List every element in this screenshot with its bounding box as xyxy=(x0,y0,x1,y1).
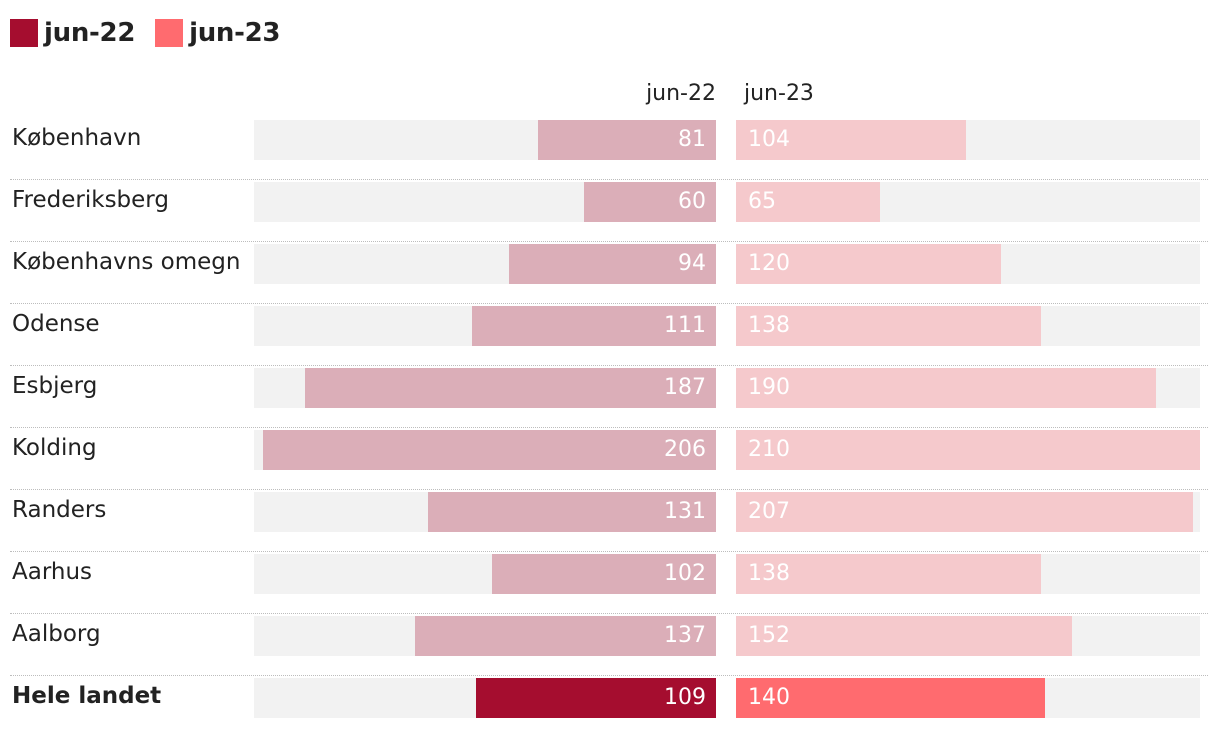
data-label-jun-22: 111 xyxy=(664,313,706,338)
bar-track-jun-22: 109 xyxy=(254,678,716,718)
data-label-jun-22: 60 xyxy=(678,189,706,214)
data-label-jun-23: 120 xyxy=(748,251,790,276)
row-divider xyxy=(10,303,1208,304)
bar-track-jun-22: 206 xyxy=(254,430,716,470)
category-label: Aarhus xyxy=(12,559,93,585)
data-label-jun-23: 138 xyxy=(748,561,790,586)
legend-item-jun-23: jun-23 xyxy=(155,18,281,48)
bar-track-jun-23: 138 xyxy=(736,554,1200,594)
legend-swatch-jun-23 xyxy=(155,19,184,47)
bar-track-jun-22: 111 xyxy=(254,306,716,346)
chart-row-kolding: Kolding 206 210 xyxy=(0,428,1220,490)
chart-row-kobenhavn: København 81 104 xyxy=(0,118,1220,180)
bar-jun-22-odense: 111 xyxy=(472,306,716,346)
column-header-jun-22: jun-22 xyxy=(646,81,716,106)
bar-jun-22-randers: 131 xyxy=(428,492,716,532)
bar-jun-23-randers: 207 xyxy=(736,492,1193,532)
data-label-jun-23: 152 xyxy=(748,623,790,648)
bar-jun-22-kolding: 206 xyxy=(263,430,716,470)
category-label: Frederiksberg xyxy=(12,187,169,213)
category-label: Aalborg xyxy=(12,621,101,647)
chart-row-aarhus: Aarhus 102 138 xyxy=(0,552,1220,614)
data-label-jun-22: 137 xyxy=(664,623,706,648)
bar-track-jun-23: 120 xyxy=(736,244,1200,284)
row-divider xyxy=(10,551,1208,552)
data-label-jun-23: 140 xyxy=(748,685,790,710)
legend-swatch-jun-22 xyxy=(10,19,38,47)
row-divider xyxy=(10,675,1208,676)
bar-track-jun-23: 152 xyxy=(736,616,1200,656)
data-label-jun-22: 187 xyxy=(664,375,706,400)
bar-track-jun-23: 210 xyxy=(736,430,1200,470)
row-divider xyxy=(10,241,1208,242)
legend-item-jun-22: jun-22 xyxy=(10,18,135,48)
bar-jun-22-kobenhavn: 81 xyxy=(538,120,716,160)
row-divider xyxy=(10,179,1208,180)
bar-track-jun-23: 138 xyxy=(736,306,1200,346)
data-label-jun-22: 102 xyxy=(664,561,706,586)
legend-label-jun-22: jun-22 xyxy=(44,18,136,48)
legend: jun-22 jun-23 xyxy=(10,16,300,50)
bar-jun-22-aalborg: 137 xyxy=(415,616,716,656)
bar-jun-23-hele-landet: 140 xyxy=(736,678,1045,718)
row-divider xyxy=(10,613,1208,614)
bar-jun-23-odense: 138 xyxy=(736,306,1041,346)
bar-track-jun-22: 137 xyxy=(254,616,716,656)
bar-jun-22-aarhus: 102 xyxy=(492,554,716,594)
data-label-jun-22: 131 xyxy=(664,499,706,524)
bar-jun-22-esbjerg: 187 xyxy=(305,368,716,408)
bar-jun-23-esbjerg: 190 xyxy=(736,368,1156,408)
data-label-jun-22: 94 xyxy=(678,251,706,276)
chart-row-hele-landet: Hele landet 109 140 xyxy=(0,676,1220,738)
category-label: Esbjerg xyxy=(12,373,98,399)
category-label: Københavns omegn xyxy=(12,249,241,275)
category-label: Kolding xyxy=(12,435,97,461)
bar-jun-22-hele-landet: 109 xyxy=(476,678,716,718)
data-label-jun-23: 65 xyxy=(748,189,776,214)
bar-track-jun-23: 207 xyxy=(736,492,1200,532)
data-label-jun-23: 138 xyxy=(748,313,790,338)
bar-track-jun-23: 65 xyxy=(736,182,1200,222)
category-label: Odense xyxy=(12,311,100,337)
bar-jun-23-kobenhavns-omegn: 120 xyxy=(736,244,1001,284)
chart-row-esbjerg: Esbjerg 187 190 xyxy=(0,366,1220,428)
bar-track-jun-22: 187 xyxy=(254,368,716,408)
chart-row-odense: Odense 111 138 xyxy=(0,304,1220,366)
column-header-jun-23: jun-23 xyxy=(744,81,814,106)
bar-jun-23-aalborg: 152 xyxy=(736,616,1072,656)
bar-jun-23-kolding: 210 xyxy=(736,430,1200,470)
data-label-jun-23: 207 xyxy=(748,499,790,524)
category-label: Randers xyxy=(12,497,107,523)
row-divider xyxy=(10,427,1208,428)
legend-label-jun-23: jun-23 xyxy=(189,18,281,48)
bar-track-jun-23: 190 xyxy=(736,368,1200,408)
bar-jun-23-frederiksberg: 65 xyxy=(736,182,880,222)
chart-row-frederiksberg: Frederiksberg 60 65 xyxy=(0,180,1220,242)
bar-jun-22-kobenhavns-omegn: 94 xyxy=(509,244,716,284)
data-label-jun-22: 81 xyxy=(678,127,706,152)
data-label-jun-22: 206 xyxy=(664,437,706,462)
bar-track-jun-23: 140 xyxy=(736,678,1200,718)
bar-jun-22-frederiksberg: 60 xyxy=(584,182,716,222)
data-label-jun-23: 104 xyxy=(748,127,790,152)
bar-track-jun-22: 60 xyxy=(254,182,716,222)
bar-jun-23-aarhus: 138 xyxy=(736,554,1041,594)
bar-track-jun-22: 131 xyxy=(254,492,716,532)
chart-row-aalborg: Aalborg 137 152 xyxy=(0,614,1220,676)
bar-track-jun-23: 104 xyxy=(736,120,1200,160)
category-label: Hele landet xyxy=(12,683,162,709)
bar-track-jun-22: 81 xyxy=(254,120,716,160)
category-label: København xyxy=(12,125,142,151)
bar-jun-23-kobenhavn: 104 xyxy=(736,120,966,160)
chart-row-kobenhavns-omegn: Københavns omegn 94 120 xyxy=(0,242,1220,304)
data-label-jun-22: 109 xyxy=(664,685,706,710)
data-label-jun-23: 190 xyxy=(748,375,790,400)
row-divider xyxy=(10,489,1208,490)
data-label-jun-23: 210 xyxy=(748,437,790,462)
chart-row-randers: Randers 131 207 xyxy=(0,490,1220,552)
bar-track-jun-22: 94 xyxy=(254,244,716,284)
bar-track-jun-22: 102 xyxy=(254,554,716,594)
row-divider xyxy=(10,365,1208,366)
